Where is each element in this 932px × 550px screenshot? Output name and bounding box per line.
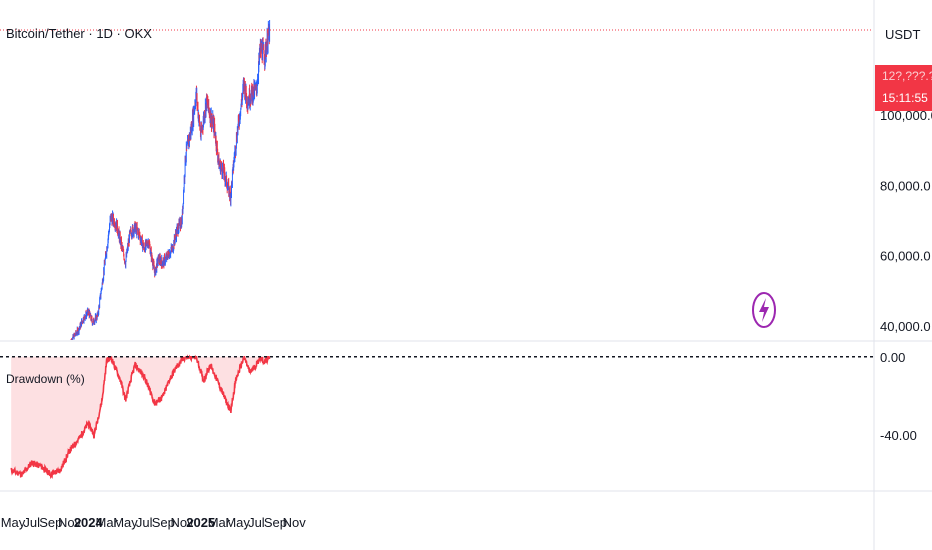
- drawdown-line: [10, 354, 271, 480]
- price-tick-label: 80,000.0: [880, 178, 931, 193]
- time-tick-label: Sep: [264, 515, 287, 530]
- price-tick-label: 60,000.0: [880, 249, 931, 264]
- time-tick-label: May: [1, 515, 26, 530]
- indicator-label[interactable]: Drawdown (%): [6, 372, 85, 386]
- candles-group: [70, 20, 271, 340]
- time-tick-label: Nov: [283, 515, 307, 530]
- last-price-badge: 12?,???.? 15:11:55: [875, 65, 932, 111]
- time-tick-label: 2024: [74, 515, 104, 530]
- time-tick-label: Jul: [136, 515, 153, 530]
- drawdown-area: [11, 356, 270, 477]
- time-tick-label: Sep: [152, 515, 175, 530]
- price-tick-label: 100,000.0: [880, 108, 932, 123]
- last-price-value: 12?,???.?: [882, 69, 932, 83]
- lightning-bolt-icon[interactable]: [751, 290, 777, 330]
- time-tick-label: Nov: [170, 515, 194, 530]
- drawdown-tick-label: 0.00: [880, 350, 905, 365]
- time-tick-label: Jul: [248, 515, 265, 530]
- bar-countdown: 15:11:55: [882, 91, 928, 105]
- time-tick-label: Mar: [208, 515, 231, 530]
- time-tick-label: 2025: [186, 515, 215, 530]
- currency-label[interactable]: USDT: [885, 27, 921, 42]
- time-tick-label: Nov: [58, 515, 82, 530]
- time-tick-label: May: [113, 515, 138, 530]
- drawdown-tick-label: -40.00: [880, 428, 917, 443]
- time-tick-label: Mar: [96, 515, 119, 530]
- time-tick-label: Sep: [39, 515, 62, 530]
- price-tick-label: 40,000.0: [880, 319, 931, 334]
- time-tick-label: Jul: [23, 515, 40, 530]
- time-tick-label: May: [225, 515, 250, 530]
- chart-title: Bitcoin/Tether · 1D · OKX: [6, 26, 152, 41]
